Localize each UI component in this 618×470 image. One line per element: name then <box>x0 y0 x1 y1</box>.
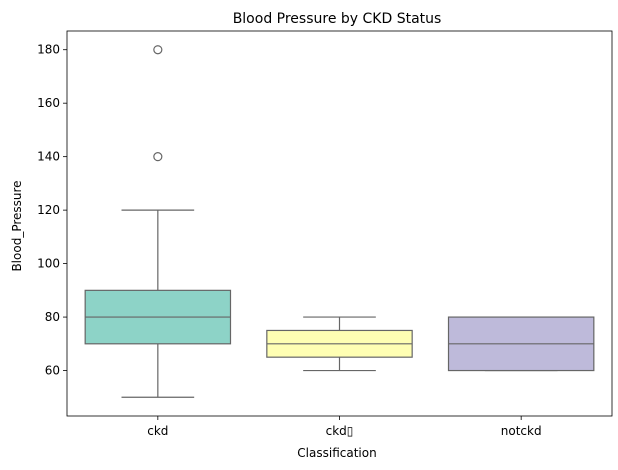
x-axis-label: Classification <box>297 446 376 460</box>
box-group-2 <box>447 316 595 372</box>
y-axis: 60 80 100 120 140 160 180 <box>37 43 67 378</box>
y-tick-label: 100 <box>37 257 60 271</box>
box-group-1 <box>266 316 413 372</box>
chart-title: Blood Pressure by CKD Status <box>233 11 442 27</box>
y-tick-label: 160 <box>37 96 60 110</box>
x-tick-label: ckd▯ <box>326 424 354 438</box>
x-tick-label: ckd <box>147 424 168 438</box>
outlier-point <box>153 45 163 55</box>
y-tick-label: 140 <box>37 150 60 164</box>
plot-area <box>84 45 595 398</box>
y-tick-label: 60 <box>45 364 60 378</box>
y-axis-label: Blood_Pressure <box>10 180 24 271</box>
y-tick-label: 180 <box>37 43 60 57</box>
outlier-point <box>153 152 163 162</box>
y-tick-label: 80 <box>45 310 60 324</box>
x-axis: ckd ckd▯ notckd <box>147 416 542 438</box>
x-tick-label: notckd <box>501 424 542 438</box>
y-tick-label: 120 <box>37 203 60 217</box>
box-group-0 <box>84 45 232 398</box>
